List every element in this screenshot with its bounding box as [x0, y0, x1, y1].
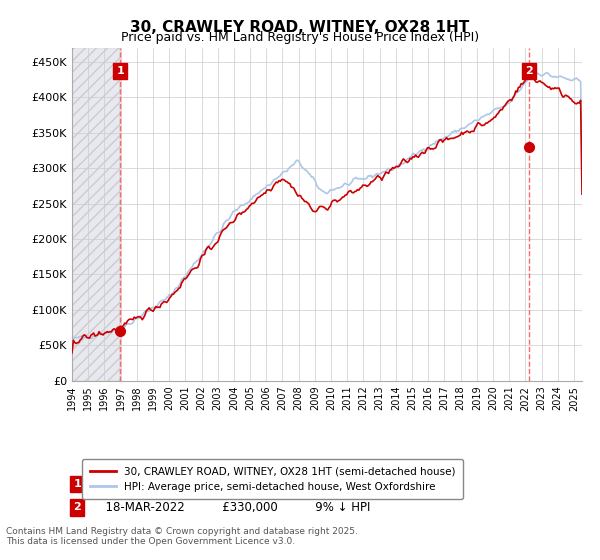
- Bar: [72, 48, 120, 381]
- Text: 2: 2: [73, 502, 81, 512]
- Text: Contains HM Land Registry data © Crown copyright and database right 2025.
This d: Contains HM Land Registry data © Crown c…: [6, 526, 358, 546]
- Text: 1: 1: [73, 479, 81, 489]
- Text: 2: 2: [525, 66, 533, 76]
- Text: 30, CRAWLEY ROAD, WITNEY, OX28 1HT: 30, CRAWLEY ROAD, WITNEY, OX28 1HT: [130, 20, 470, 35]
- Legend: 30, CRAWLEY ROAD, WITNEY, OX28 1HT (semi-detached house), HPI: Average price, se: 30, CRAWLEY ROAD, WITNEY, OX28 1HT (semi…: [82, 459, 463, 499]
- Text: Price paid vs. HM Land Registry's House Price Index (HPI): Price paid vs. HM Land Registry's House …: [121, 31, 479, 44]
- Text: 18-MAR-2022          £330,000          9% ↓ HPI: 18-MAR-2022 £330,000 9% ↓ HPI: [97, 501, 370, 514]
- Text: 1: 1: [116, 66, 124, 76]
- Bar: [72, 48, 120, 381]
- Text: 19-DEC-1996          £70,000          8% ↓ HPI: 19-DEC-1996 £70,000 8% ↓ HPI: [97, 478, 362, 491]
